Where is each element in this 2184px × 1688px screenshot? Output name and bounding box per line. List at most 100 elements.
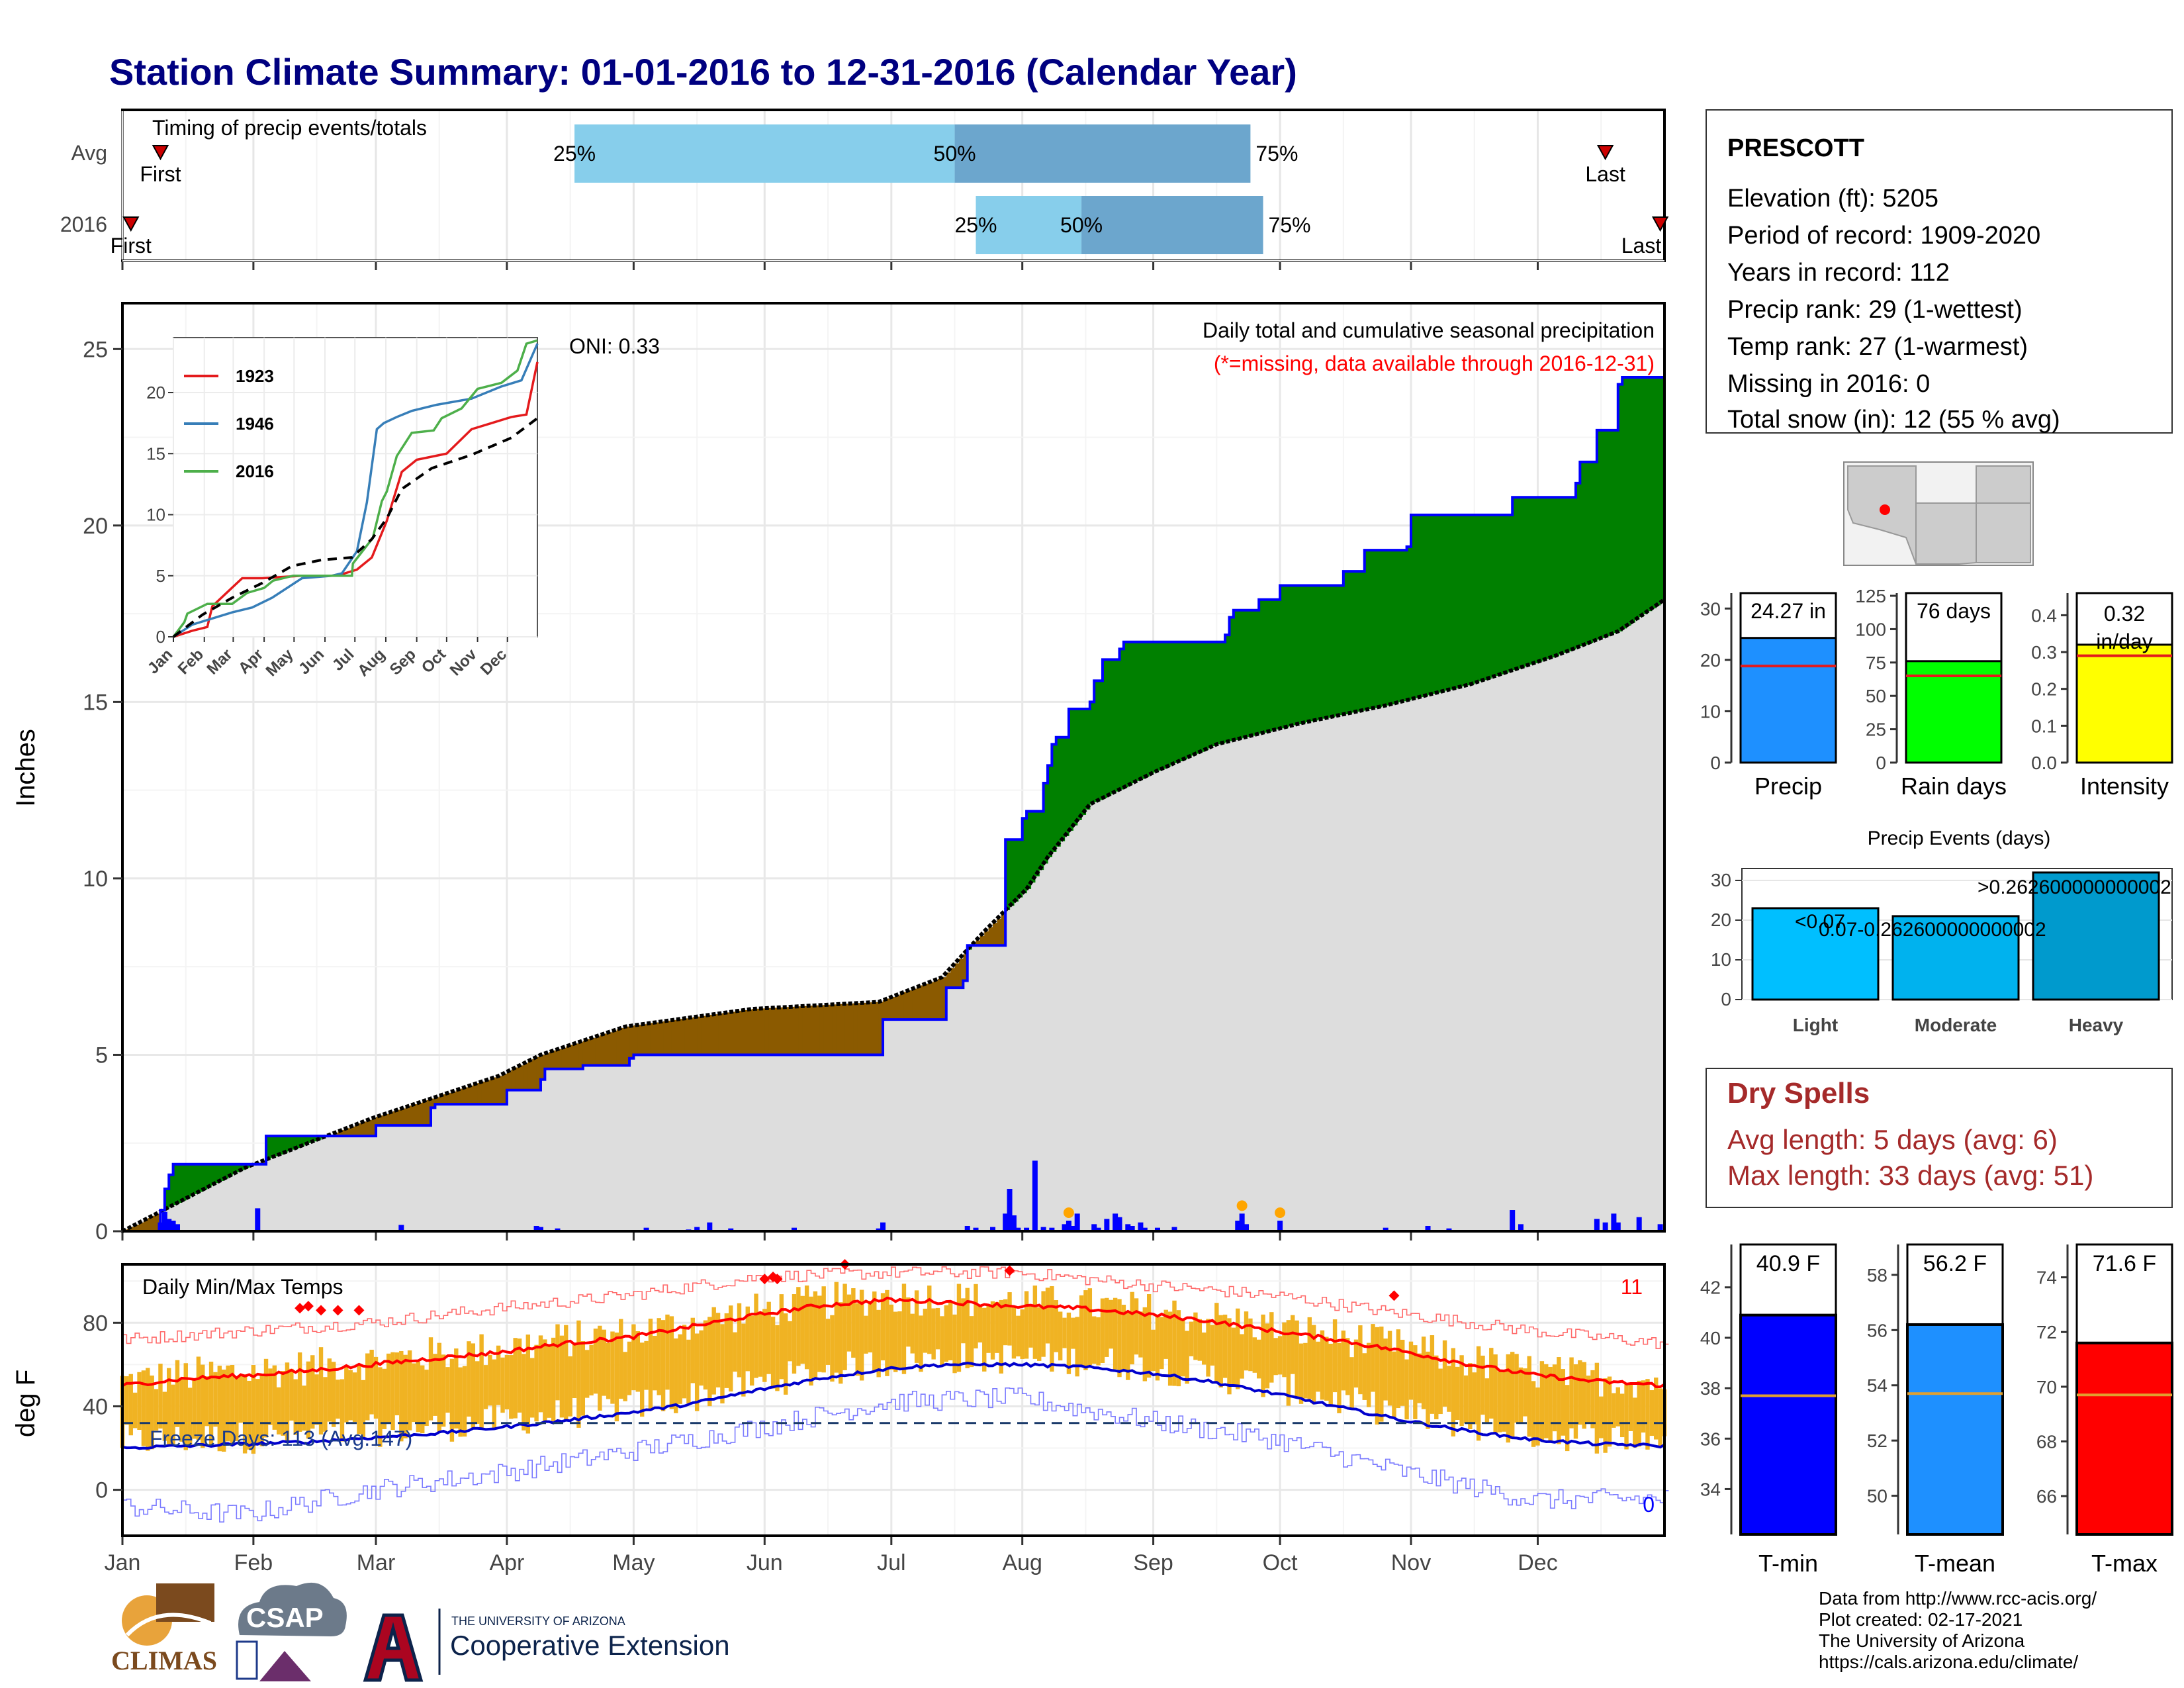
- summary-y-tick-label: 0: [1876, 753, 1886, 773]
- daily-temp-bar: [627, 1341, 632, 1395]
- daily-temp-bar: [1282, 1322, 1287, 1378]
- deficit-fill: [608, 1032, 614, 1066]
- daily-temp-bar: [154, 1389, 159, 1431]
- deficit-fill: [836, 1004, 841, 1055]
- daily-temp-bar: [880, 1293, 886, 1361]
- surplus-fill: [1263, 599, 1268, 733]
- surplus-fill: [1318, 585, 1323, 720]
- surplus-fill: [1474, 514, 1479, 683]
- daily-temp-bar: [665, 1314, 670, 1390]
- daily-temp-bar: [1328, 1343, 1333, 1407]
- daily-precip-bar: [1007, 1189, 1013, 1231]
- daily-temp-bar: [192, 1379, 197, 1439]
- timing-bars: 25% 50% 75% First Last 25% 50% 75% First Last: [111, 124, 1669, 258]
- daily-temp-bar: [167, 1368, 171, 1444]
- deficit-fill: [718, 1013, 723, 1055]
- surplus-fill: [1546, 497, 1551, 659]
- surplus-fill: [215, 1164, 220, 1184]
- temp-name-label: T-min: [1758, 1550, 1818, 1577]
- daily-temp-bar: [1345, 1338, 1350, 1395]
- surplus-fill: [1199, 641, 1205, 752]
- daily-precip-bar: [170, 1221, 176, 1231]
- daily-temp-bar: [669, 1316, 674, 1409]
- daily-temp-bar: [961, 1298, 966, 1344]
- deficit-fill: [798, 1006, 803, 1055]
- timing-title: Timing of precip events/totals: [152, 116, 427, 140]
- daily-temp-bar: [1544, 1364, 1549, 1438]
- daily-temp-bar: [1054, 1300, 1058, 1352]
- daily-temp-bar: [1113, 1297, 1118, 1370]
- daily-temp-bar: [1092, 1316, 1097, 1364]
- daily-temp-bar: [1434, 1355, 1439, 1420]
- daily-temp-bar: [1277, 1336, 1283, 1375]
- events-bar-moderate: [1891, 915, 2020, 1001]
- surplus-fill: [1508, 514, 1513, 672]
- daily-temp-bar: [1332, 1319, 1338, 1393]
- temp-panel-title: Daily Min/Max Temps: [142, 1275, 343, 1299]
- daily-temp-bar: [1447, 1366, 1451, 1412]
- surplus-fill: [1013, 839, 1019, 902]
- daily-temp-bar: [1539, 1361, 1545, 1441]
- surplus-fill: [1030, 811, 1036, 883]
- surplus-fill: [1330, 585, 1336, 718]
- surplus-fill: [295, 1136, 300, 1149]
- daily-temp-bar: [1206, 1319, 1210, 1377]
- deficit-fill: [350, 1126, 355, 1137]
- surplus-fill: [1343, 571, 1348, 715]
- deficit-fill: [1001, 914, 1006, 946]
- daily-temp-bar: [403, 1354, 408, 1438]
- daily-temp-bar: [1603, 1378, 1608, 1453]
- record-high-marker: [1388, 1290, 1400, 1301]
- events-x-label: Moderate: [1915, 1015, 1997, 1035]
- daily-temp-bar: [788, 1321, 792, 1362]
- daily-temp-bar: [978, 1305, 983, 1343]
- surplus-fill: [1419, 514, 1424, 697]
- surplus-fill: [1639, 377, 1644, 617]
- daily-temp-bar: [825, 1319, 831, 1365]
- summary-y-tick-label: 0.4: [2031, 605, 2057, 626]
- deficit-fill: [807, 1006, 812, 1055]
- daily-temp-bar: [137, 1372, 142, 1430]
- daily-temp-bar: [361, 1380, 366, 1438]
- deficit-fill: [747, 1009, 752, 1055]
- heavy-event-marker: [1275, 1207, 1286, 1219]
- deficit-fill: [443, 1094, 449, 1105]
- surplus-fill: [1440, 514, 1445, 692]
- daily-temp-bar: [1366, 1342, 1371, 1407]
- daily-temp-bar: [906, 1297, 911, 1347]
- daily-temp-bar: [428, 1337, 433, 1421]
- dry-spells-title: Dry Spells: [1727, 1077, 1870, 1109]
- surplus-fill: [1424, 514, 1429, 696]
- daily-temp-bar: [1109, 1299, 1113, 1349]
- daily-precip-bar: [1142, 1227, 1148, 1231]
- daily-temp-bar: [488, 1354, 492, 1406]
- daily-temp-bar: [729, 1305, 733, 1392]
- surplus-fill: [1284, 585, 1289, 727]
- daily-temp-bar: [699, 1330, 704, 1386]
- csap-bars: [236, 1640, 258, 1680]
- summary-y-tick-label: 10: [1700, 701, 1721, 722]
- station-temp-rank: Temp rank: 27 (1-warmest): [1727, 333, 2028, 361]
- deficit-fill: [768, 1008, 774, 1055]
- daily-temp-bar: [639, 1342, 645, 1417]
- daily-temp-bar: [1155, 1315, 1160, 1381]
- deficit-fill: [435, 1097, 440, 1105]
- surplus-fill: [1060, 737, 1066, 841]
- surplus-fill: [1614, 430, 1619, 633]
- deficit-fill: [549, 1052, 554, 1069]
- average-min-line: [122, 1362, 1665, 1450]
- temp-bar-y-tick-label: 72: [2036, 1322, 2057, 1342]
- daily-temp-bar: [1497, 1371, 1502, 1432]
- daily-temp-bar: [1654, 1378, 1659, 1440]
- summary-value-label: 24.27 in: [1751, 599, 1826, 623]
- surplus-fill: [1111, 659, 1116, 794]
- temp-chart-t-min: 34 36 38 40 42 40.9 F T-min: [1700, 1243, 1837, 1577]
- daily-temp-bar: [1375, 1327, 1380, 1425]
- surplus-fill: [1356, 571, 1361, 712]
- surplus-fill: [1559, 497, 1564, 655]
- temp-bar-y-tick-label: 66: [2036, 1486, 2057, 1507]
- deficit-fill: [405, 1107, 410, 1126]
- surplus-fill: [1174, 641, 1179, 763]
- deficit-fill: [451, 1091, 457, 1105]
- daily-temp-bar: [1594, 1362, 1600, 1454]
